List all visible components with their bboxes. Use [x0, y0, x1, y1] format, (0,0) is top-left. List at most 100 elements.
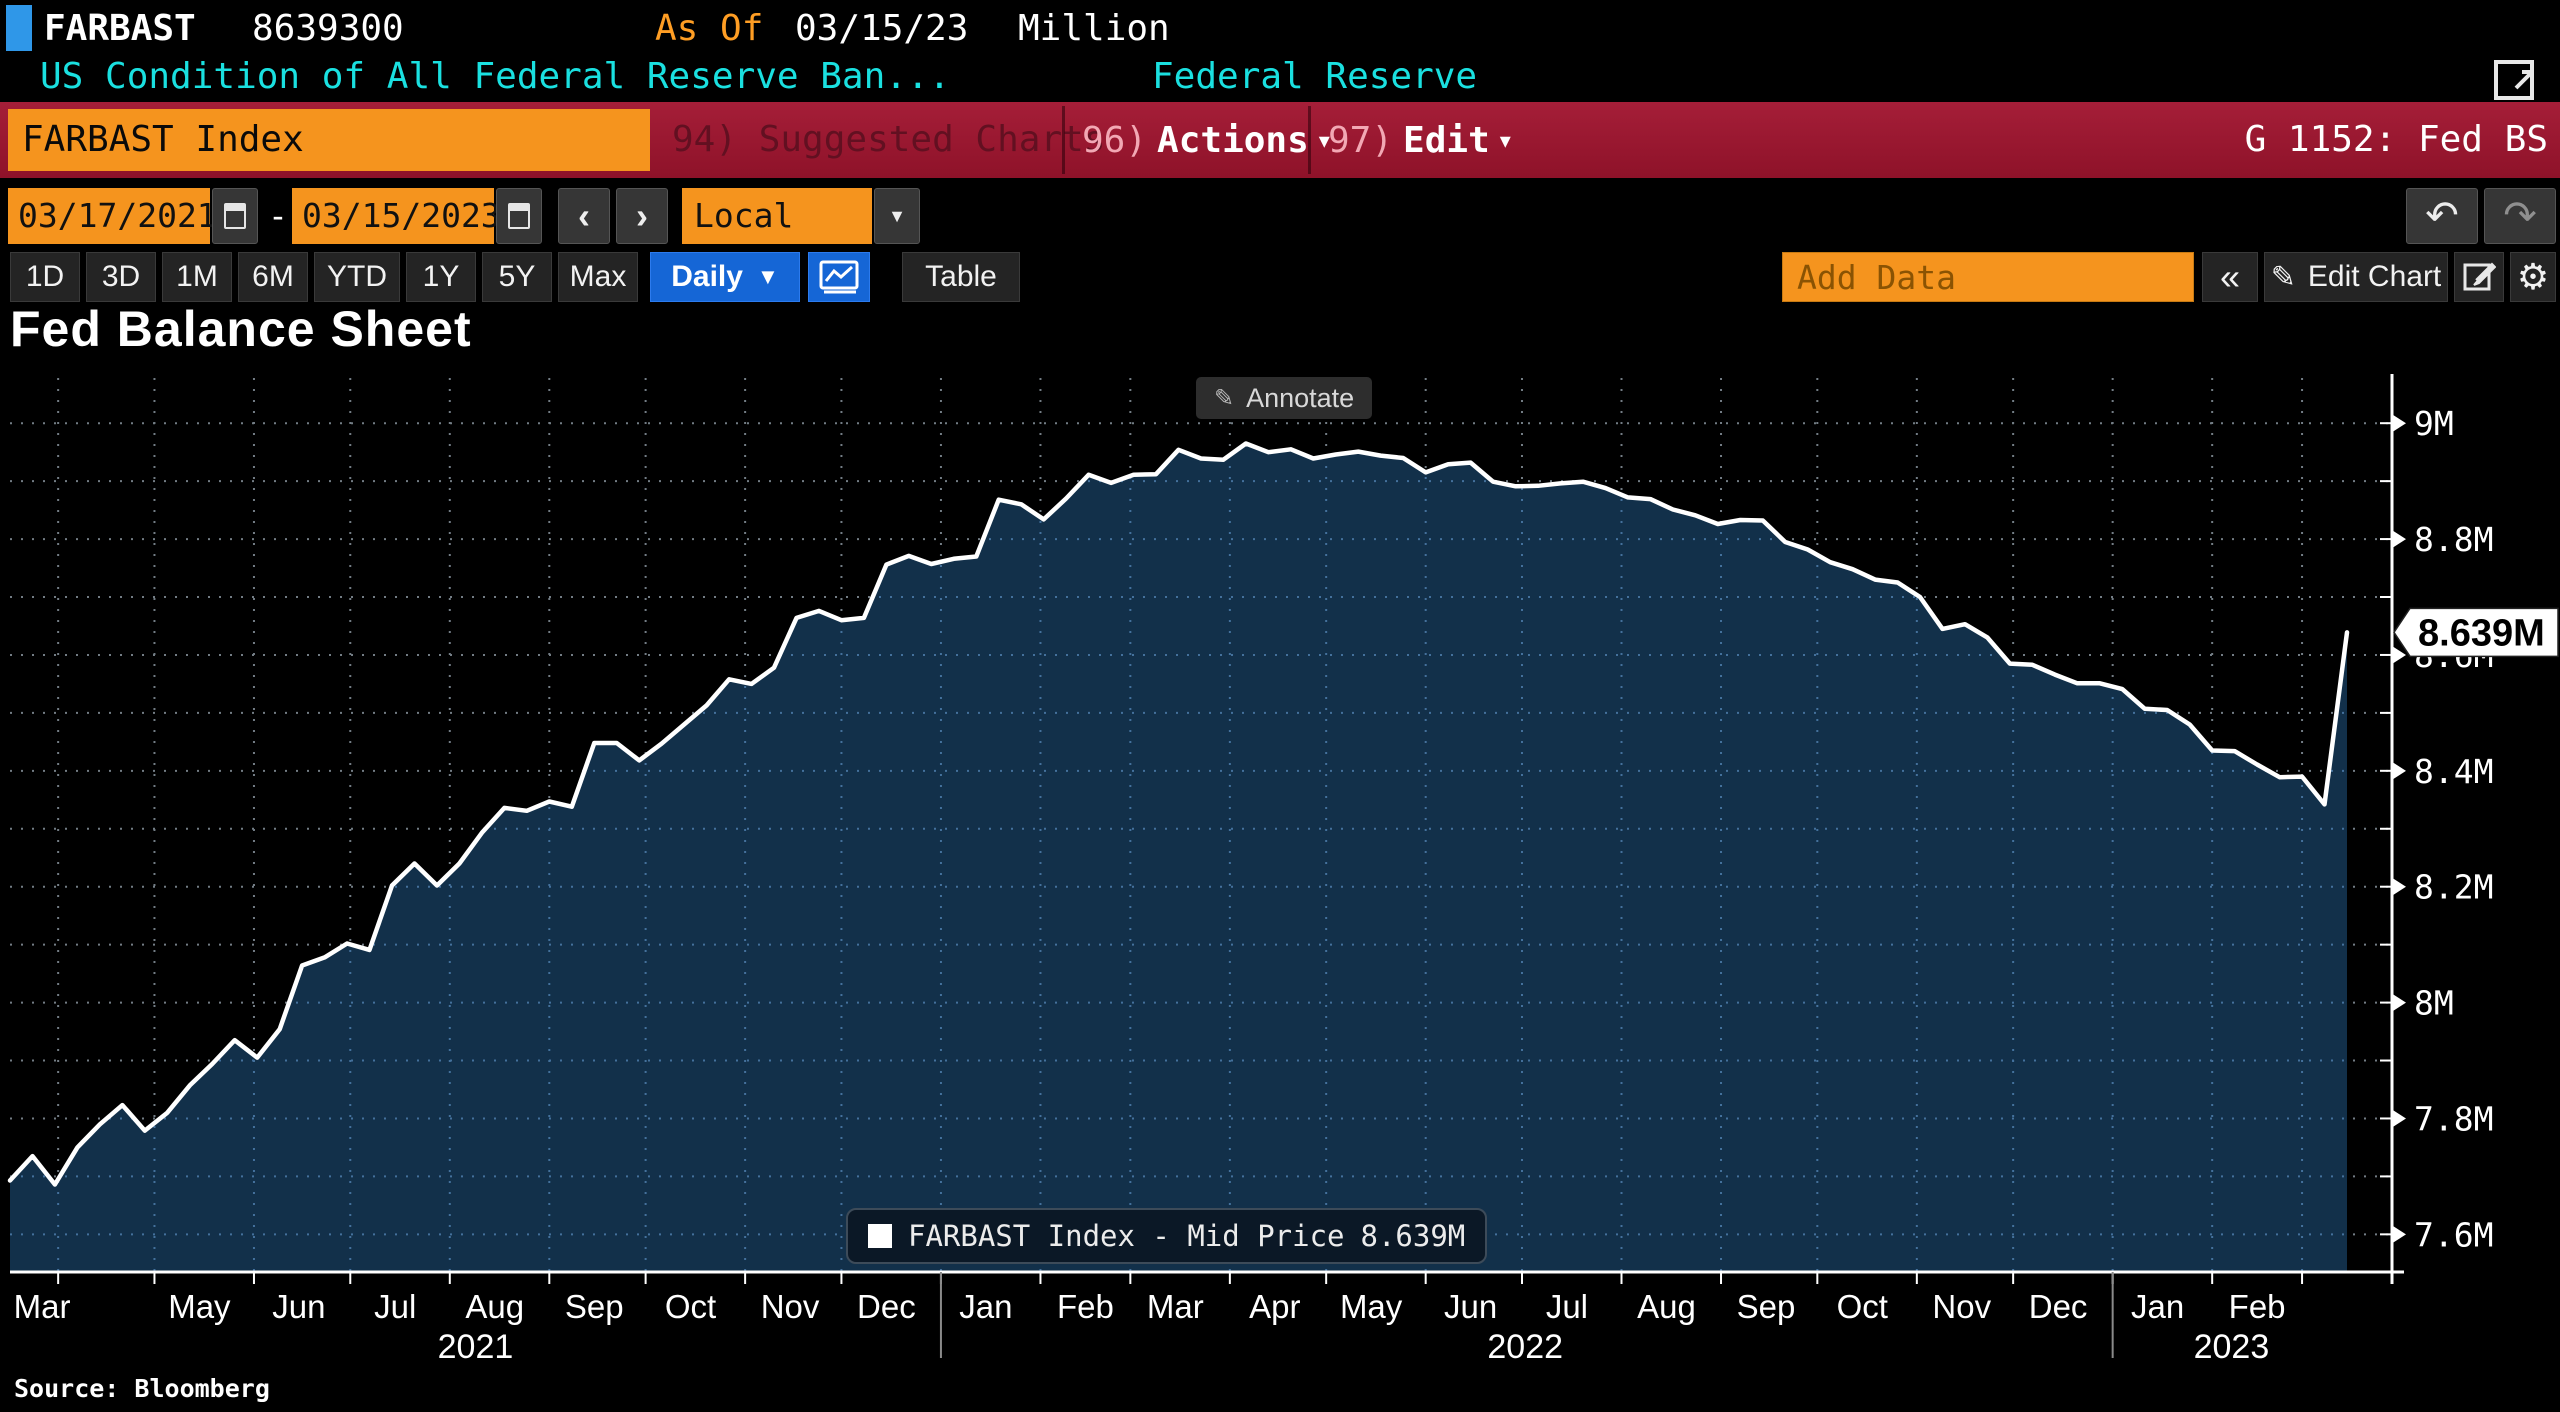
security-input[interactable]: FARBAST Index — [8, 109, 650, 171]
data-source-label: Federal Reserve — [1152, 56, 1478, 97]
pencil-icon: ✎ — [1214, 384, 1235, 412]
svg-text:8.4M: 8.4M — [2414, 752, 2493, 791]
svg-text:Jun: Jun — [272, 1288, 325, 1325]
range-button-max[interactable]: Max — [558, 252, 638, 302]
actions-number: 96) — [1082, 120, 1148, 161]
svg-text:Jun: Jun — [1444, 1288, 1497, 1325]
svg-text:Mar: Mar — [1147, 1288, 1204, 1325]
svg-text:Oct: Oct — [1837, 1288, 1888, 1325]
svg-text:Feb: Feb — [2229, 1288, 2286, 1325]
page-function-label: G 1152: Fed BS — [2244, 119, 2548, 160]
svg-text:9M: 9M — [2414, 404, 2454, 443]
frequency-value: Daily — [671, 260, 743, 293]
edit-number: 97) — [1328, 120, 1394, 161]
svg-text:Jan: Jan — [2131, 1288, 2184, 1325]
legend[interactable]: FARBAST Index - Mid Price 8.639M — [846, 1208, 1488, 1264]
scroll-right-button[interactable]: › — [616, 188, 668, 244]
series-line — [7, 441, 2350, 1187]
svg-text:May: May — [1340, 1288, 1403, 1325]
svg-text:Nov: Nov — [1932, 1288, 1991, 1325]
redo-button[interactable]: ↷ — [2484, 188, 2556, 244]
x-axis-labels: Mar May Jun Jul Aug Sep Oct Nov Dec Jan Feb Mar Apr M… — [14, 1272, 2286, 1366]
range-button-ytd[interactable]: YTD — [314, 252, 400, 302]
currency-dropdown-button[interactable]: ▼ — [874, 188, 920, 244]
as-of-date: 03/15/23 — [795, 8, 969, 49]
actions-label: Actions — [1157, 120, 1309, 161]
range-button-6m[interactable]: 6M — [238, 252, 308, 302]
suggested-charts-button[interactable]: 94) Suggested Charts — [672, 119, 1106, 160]
svg-text:Dec: Dec — [857, 1288, 916, 1325]
svg-text:2021: 2021 — [438, 1328, 514, 1366]
svg-text:Dec: Dec — [2029, 1288, 2088, 1325]
calendar-button[interactable] — [496, 188, 542, 244]
edit-chart-button[interactable]: ✎ Edit Chart — [2264, 252, 2448, 302]
legend-swatch — [868, 1224, 892, 1248]
collapse-panel-button[interactable]: « — [2202, 252, 2258, 302]
series-area — [10, 443, 2347, 1272]
security-description: US Condition of All Federal Reserve Ban.… — [40, 56, 951, 97]
range-button-5y[interactable]: 5Y — [482, 252, 552, 302]
svg-text:8.2M: 8.2M — [2414, 868, 2493, 907]
svg-text:2022: 2022 — [1487, 1328, 1563, 1366]
chart-type-button[interactable] — [808, 252, 870, 302]
edit-chart-label: Edit Chart — [2307, 260, 2442, 293]
chart-settings-button[interactable] — [2454, 252, 2504, 302]
annotate-button[interactable]: ✎ Annotate — [1196, 377, 1373, 419]
separator — [1308, 106, 1311, 174]
chart-canvas[interactable]: 7.6M7.8M8M8.2M8.4M8.6M8.8M9MMarMayJunJul… — [0, 370, 2560, 1370]
frequency-select[interactable]: Daily ▼ — [650, 252, 800, 302]
as-of-label: As Of — [655, 8, 764, 49]
svg-text:Jul: Jul — [1546, 1288, 1588, 1325]
export-icon[interactable] — [2492, 56, 2544, 102]
svg-text:2023: 2023 — [2194, 1328, 2270, 1366]
legend-series-value: 8.639M — [1360, 1219, 1466, 1253]
chevron-down-icon: ▾ — [1318, 128, 1330, 153]
svg-text:8M: 8M — [2414, 984, 2454, 1023]
ticker-symbol: FARBAST — [44, 8, 196, 49]
axes — [10, 374, 2404, 1284]
edit-note-icon — [2463, 262, 2496, 291]
legend-series-name: FARBAST Index - Mid Price — [908, 1219, 1345, 1253]
line-chart-icon — [819, 260, 859, 294]
svg-text:Nov: Nov — [761, 1288, 820, 1325]
edit-menu[interactable]: 97) Edit ▾ — [1328, 102, 1511, 178]
svg-text:Jan: Jan — [959, 1288, 1012, 1325]
range-button-1d[interactable]: 1D — [10, 252, 80, 302]
date-to-field[interactable]: 03/15/2023 — [292, 188, 501, 244]
svg-text:Aug: Aug — [465, 1288, 524, 1325]
dropdown-icon: ▼ — [756, 264, 779, 289]
svg-text:8.8M: 8.8M — [2414, 520, 2493, 559]
separator — [1062, 106, 1065, 174]
scroll-left-button[interactable]: ‹ — [558, 188, 610, 244]
chevron-down-icon: ▾ — [1499, 128, 1511, 153]
ticker-last-value: 8639300 — [252, 8, 404, 49]
last-value-tag: 8.639M — [2393, 607, 2559, 658]
svg-text:Sep: Sep — [1737, 1288, 1796, 1325]
date-from-field[interactable]: 03/17/2021 — [8, 188, 217, 244]
command-bar: FARBAST Index 94) Suggested Charts 96) A… — [0, 102, 2560, 178]
annotate-label: Annotate — [1246, 382, 1355, 413]
currency-select[interactable]: Local CCY — [682, 188, 872, 291]
svg-text:May: May — [168, 1288, 231, 1325]
table-button[interactable]: Table — [902, 252, 1020, 302]
svg-text:Oct: Oct — [665, 1288, 716, 1325]
svg-text:Mar: Mar — [14, 1288, 71, 1325]
unit-label: Million — [1018, 8, 1170, 49]
range-button-1y[interactable]: 1Y — [406, 252, 476, 302]
page-title: Fed Balance Sheet — [10, 301, 472, 357]
svg-text:Feb: Feb — [1057, 1288, 1114, 1325]
actions-menu[interactable]: 96) Actions ▾ — [1082, 102, 1330, 178]
range-button-3d[interactable]: 3D — [86, 252, 156, 302]
add-data-input[interactable] — [1782, 252, 2194, 302]
range-button-1m[interactable]: 1M — [162, 252, 232, 302]
pencil-icon: ✎ — [2270, 260, 2296, 294]
gear-icon[interactable]: ⚙ — [2510, 252, 2556, 302]
svg-text:Aug: Aug — [1637, 1288, 1696, 1325]
calendar-button[interactable] — [212, 188, 258, 244]
date-range-separator: - — [268, 196, 288, 235]
undo-button[interactable]: ↶ — [2406, 188, 2478, 244]
svg-text:Sep: Sep — [565, 1288, 624, 1325]
calendar-icon — [224, 203, 246, 229]
